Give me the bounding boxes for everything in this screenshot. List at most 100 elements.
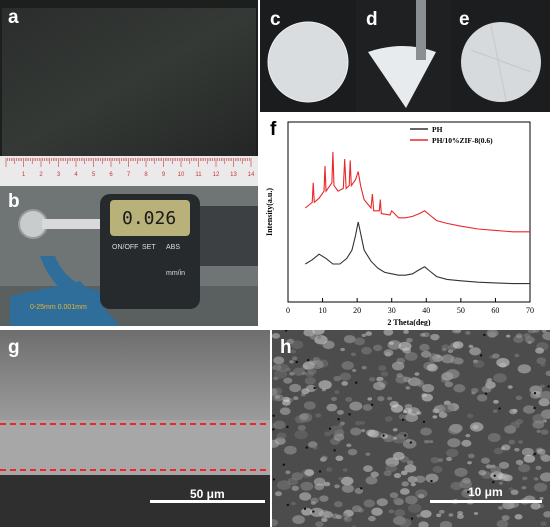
sem-grain bbox=[393, 472, 402, 479]
sem-pore bbox=[307, 358, 310, 362]
sem-grain bbox=[310, 360, 324, 370]
sem-grain bbox=[400, 470, 408, 476]
sem-grain bbox=[539, 496, 544, 500]
sem-grain bbox=[336, 409, 344, 415]
sem-grain bbox=[425, 473, 439, 483]
sem-grain bbox=[441, 354, 455, 364]
sem-grain bbox=[293, 396, 299, 401]
sem-pore bbox=[495, 491, 499, 494]
scale-bar-h bbox=[430, 500, 542, 503]
sem-grain bbox=[291, 356, 298, 361]
sem-grain bbox=[459, 479, 472, 489]
cross-section-sem-graphic bbox=[0, 330, 270, 527]
sem-grain bbox=[496, 357, 510, 368]
sem-grain bbox=[341, 381, 349, 386]
sem-grain bbox=[342, 468, 348, 472]
sem-grain bbox=[451, 425, 462, 433]
panel-label-g: g bbox=[8, 337, 20, 358]
sem-grain bbox=[416, 514, 422, 518]
sem-grain bbox=[539, 472, 550, 482]
sem-grain bbox=[533, 477, 539, 481]
sem-grain bbox=[535, 347, 544, 354]
sem-grain bbox=[319, 495, 329, 502]
panel-label-b: b bbox=[8, 191, 20, 212]
sem-grain bbox=[341, 484, 354, 493]
series-line-ph bbox=[305, 221, 530, 285]
sem-pore bbox=[498, 407, 501, 410]
sem-grain bbox=[390, 404, 404, 413]
ruler-number: 6 bbox=[109, 172, 113, 178]
sem-grain bbox=[291, 501, 296, 506]
panel-label-c: c bbox=[270, 9, 281, 30]
sem-grain bbox=[420, 509, 432, 518]
sem-grain bbox=[315, 521, 324, 527]
sem-grain bbox=[515, 333, 523, 339]
sem-grain bbox=[417, 493, 425, 499]
sem-grain bbox=[452, 330, 462, 334]
sem-grain bbox=[387, 396, 393, 401]
sem-grain bbox=[418, 521, 429, 527]
sem-grain bbox=[324, 431, 332, 437]
sem-grain bbox=[318, 380, 332, 390]
sem-grain bbox=[303, 401, 316, 410]
sem-grain bbox=[392, 451, 405, 461]
x-tick-label: 40 bbox=[422, 306, 430, 315]
sem-grain bbox=[304, 469, 315, 477]
sem-grain bbox=[410, 482, 416, 487]
sem-grain bbox=[343, 335, 356, 344]
panel-label-a: a bbox=[8, 7, 19, 28]
sem-grain bbox=[420, 332, 426, 337]
sem-grain bbox=[543, 511, 550, 518]
sem-grain bbox=[514, 514, 523, 520]
sem-grain bbox=[361, 333, 367, 338]
sem-grain bbox=[363, 499, 376, 508]
sem-grain bbox=[473, 512, 479, 516]
sem-grain bbox=[272, 388, 278, 396]
sem-grain bbox=[367, 429, 379, 438]
sem-grain bbox=[376, 498, 388, 507]
scale-bar-label-g: 50 μm bbox=[190, 487, 225, 501]
sem-grain bbox=[496, 519, 509, 527]
sem-grain bbox=[272, 439, 280, 448]
sem-grain bbox=[493, 447, 504, 455]
sem-grain bbox=[485, 464, 492, 469]
sem-grain bbox=[508, 439, 516, 445]
sem-grain bbox=[452, 341, 464, 349]
sem-grain bbox=[539, 384, 545, 389]
panel-label-e: e bbox=[459, 9, 470, 30]
sem-pore bbox=[484, 392, 488, 395]
sem-grain bbox=[540, 429, 549, 435]
sem-grain bbox=[539, 453, 549, 460]
sem-grain bbox=[540, 393, 545, 397]
sem-grain bbox=[300, 481, 314, 491]
sem-grain bbox=[377, 396, 385, 402]
sem-grain bbox=[345, 396, 353, 402]
sem-grain bbox=[368, 377, 376, 382]
sem-grain bbox=[510, 489, 519, 495]
sem-grain bbox=[289, 383, 302, 393]
sem-grain bbox=[315, 413, 322, 418]
sem-grain bbox=[363, 465, 373, 472]
panel-a-film-photo: 1 2 3 4 5 6 7 8 9 10 11 12 13 14 a bbox=[0, 0, 258, 186]
ruler-number: 10 bbox=[178, 172, 185, 178]
sem-pore bbox=[286, 503, 290, 507]
sem-grain bbox=[334, 484, 340, 489]
sem-grain bbox=[467, 453, 475, 459]
sem-grain bbox=[289, 360, 295, 364]
sem-grain bbox=[301, 507, 313, 516]
sem-pore bbox=[382, 434, 385, 437]
sem-grain bbox=[398, 518, 412, 527]
sem-grain bbox=[299, 413, 309, 420]
sem-grain bbox=[432, 466, 443, 473]
sem-grain bbox=[342, 513, 348, 518]
sem-grain bbox=[340, 476, 354, 486]
sem-grain bbox=[429, 440, 434, 444]
sem-grain bbox=[461, 439, 472, 447]
sem-grain bbox=[349, 401, 363, 411]
sem-grain bbox=[539, 390, 550, 401]
sem-pore bbox=[401, 418, 405, 422]
sem-grain bbox=[521, 486, 527, 490]
micrometer-display: 0.026 bbox=[122, 208, 177, 229]
sem-grain bbox=[545, 370, 550, 377]
sem-grain bbox=[469, 422, 484, 432]
